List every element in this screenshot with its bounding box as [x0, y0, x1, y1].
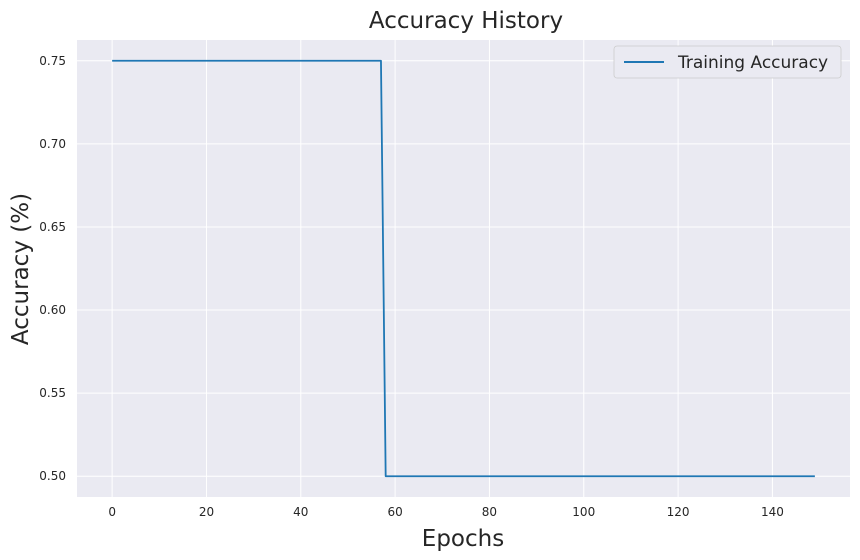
- y-axis-ticks: 0.50 0.55 0.60 0.65 0.70 0.75: [39, 54, 66, 483]
- y-axis-label: Accuracy (%): [8, 193, 34, 345]
- y-tick-label: 0.75: [39, 54, 66, 68]
- legend: Training Accuracy: [613, 45, 842, 79]
- y-tick-label: 0.50: [39, 469, 66, 483]
- chart-title: Accuracy History: [369, 8, 563, 34]
- legend-box: [613, 45, 842, 79]
- y-tick-label: 0.60: [39, 303, 66, 317]
- plot-area: [77, 40, 850, 497]
- x-axis-label: Epochs: [422, 526, 504, 552]
- x-tick-label: 0: [108, 505, 116, 519]
- x-tick-label: 40: [293, 505, 308, 519]
- legend-label-training-accuracy: Training Accuracy: [677, 53, 828, 73]
- x-tick-label: 120: [667, 505, 690, 519]
- x-tick-label: 20: [199, 505, 214, 519]
- x-tick-label: 80: [482, 505, 497, 519]
- series-line-training-accuracy: [112, 59, 815, 478]
- x-tick-label: 60: [387, 505, 402, 519]
- x-tick-label: 100: [572, 505, 595, 519]
- x-tick-label: 140: [761, 505, 784, 519]
- y-tick-label: 0.65: [39, 220, 66, 234]
- series-layer: [112, 59, 815, 478]
- y-tick-label: 0.55: [39, 386, 66, 400]
- y-tick-label: 0.70: [39, 137, 66, 151]
- x-axis-ticks: 0 20 40 60 80 100 120 140: [108, 505, 784, 519]
